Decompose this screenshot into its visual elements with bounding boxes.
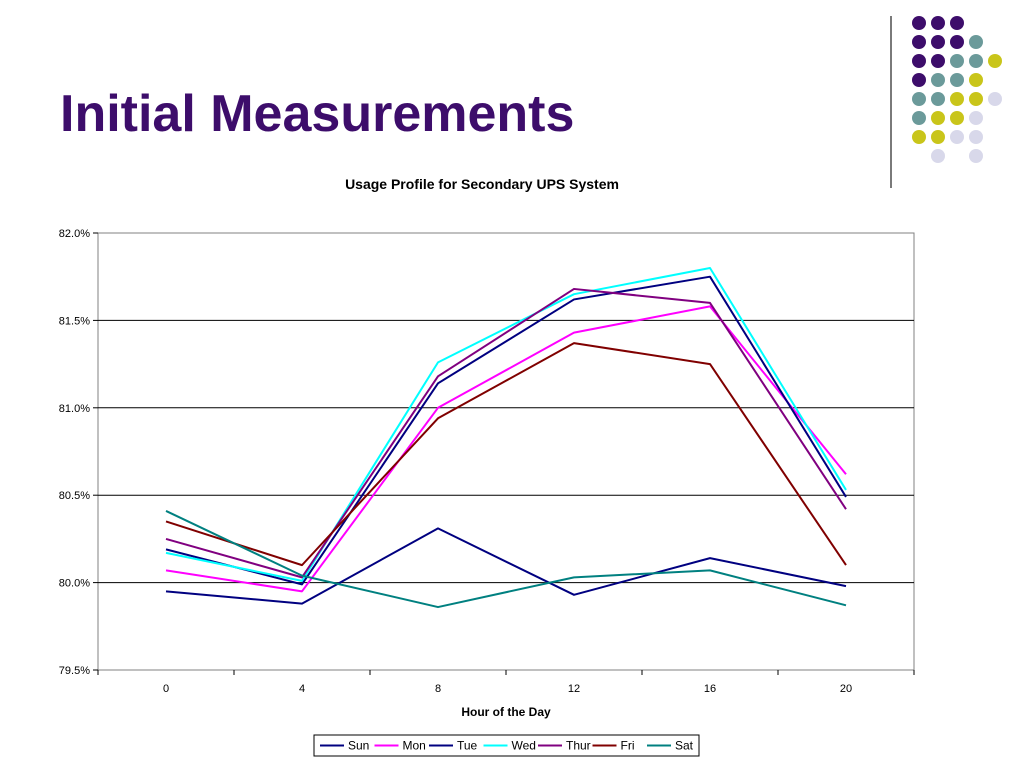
y-tick-label: 80.0% <box>59 578 90 590</box>
x-tick-label: 20 <box>840 683 852 695</box>
series-line-tue <box>165 275 847 586</box>
decorative-divider <box>890 16 892 188</box>
y-tick-label: 79.5% <box>59 665 90 677</box>
x-tick-label: 8 <box>435 683 441 695</box>
series-line-mon <box>165 305 847 593</box>
series-line-wed <box>165 266 847 582</box>
series-line-sun <box>165 527 847 605</box>
series-line-fri <box>165 342 847 567</box>
legend-label: Sun <box>348 739 369 753</box>
x-tick-label: 12 <box>568 683 580 695</box>
legend-label: Wed <box>512 739 536 753</box>
chart-title: Usage Profile for Secondary UPS System <box>345 176 619 192</box>
plot-area <box>97 232 915 671</box>
y-tick-label: 81.5% <box>59 315 90 327</box>
x-tick-label: 0 <box>163 683 169 695</box>
x-axis-label: Hour of the Day <box>461 705 551 719</box>
legend-label: Sat <box>675 739 694 753</box>
legend-label: Fri <box>621 739 635 753</box>
x-tick-label: 4 <box>299 683 305 695</box>
x-tick-label: 16 <box>704 683 716 695</box>
series-line-thur <box>165 287 847 579</box>
y-tick-label: 81.0% <box>59 403 90 415</box>
y-tick-label: 80.5% <box>59 490 90 502</box>
legend-label: Thur <box>566 739 591 753</box>
series-line-sat <box>165 510 847 609</box>
legend-label: Tue <box>457 739 478 753</box>
y-tick-label: 82.0% <box>59 228 90 240</box>
slide-title: Initial Measurements <box>60 85 575 143</box>
legend: Sun Mon Tue Wed Thur Fri Sat <box>313 734 700 757</box>
legend-label: Mon <box>403 739 426 753</box>
